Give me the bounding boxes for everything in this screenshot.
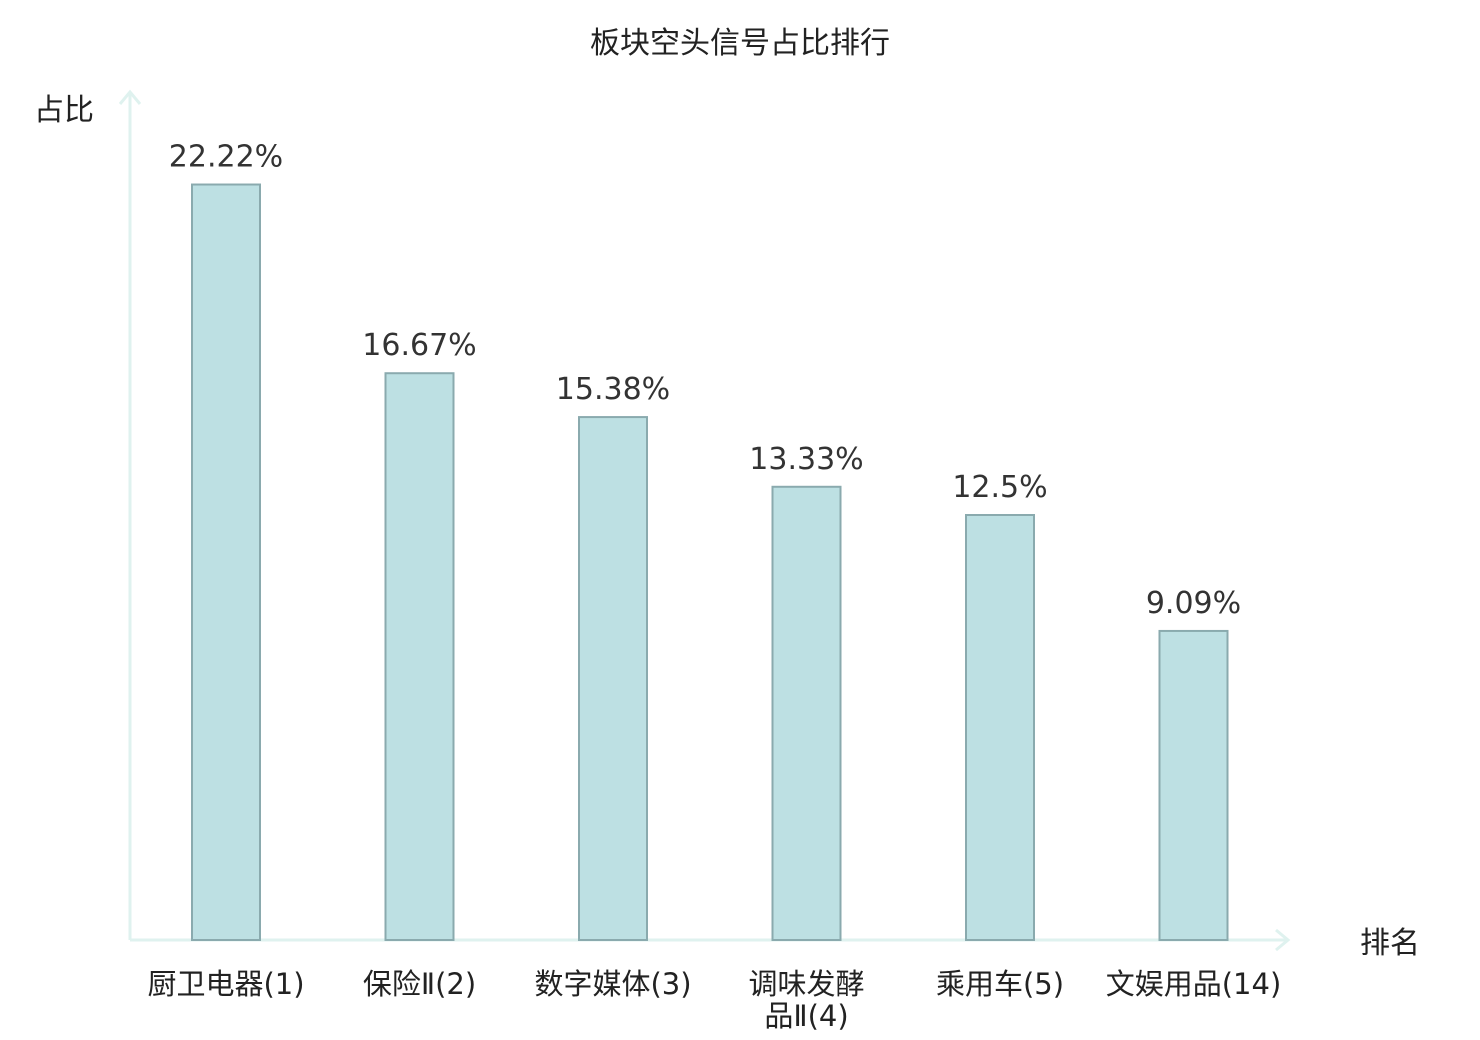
bar-value-label: 13.33% [749, 442, 863, 477]
y-axis [118, 89, 142, 940]
bar [384, 372, 455, 942]
bar-value-label: 9.09% [1146, 586, 1241, 621]
chart-title: 板块空头信号占比排行 [590, 26, 890, 61]
category-label: 数字媒体(3) [534, 967, 691, 1001]
bar [771, 485, 842, 941]
category-label: 文娱用品(14) [1106, 967, 1282, 1001]
bar-value-label: 16.67% [362, 328, 476, 363]
category-label: 厨卫电器(1) [147, 967, 304, 1001]
category-label: 乘用车(5) [936, 967, 1064, 1001]
x-axis [130, 928, 1291, 952]
y-axis-label: 占比 [34, 93, 94, 128]
x-axis-label: 排名 [1360, 926, 1420, 961]
bar-value-label: 15.38% [556, 372, 670, 407]
bar [1158, 629, 1229, 941]
bars-group [191, 183, 1229, 942]
bar [191, 183, 261, 941]
y-axis-arrow [118, 89, 142, 105]
value-labels-group: 22.22% 16.67% 15.38% 13.33% 12.5% 9.09% [169, 140, 1241, 621]
bar-value-label: 22.22% [169, 140, 283, 175]
category-label: 调味发酵 [748, 967, 864, 1001]
bar-value-label: 12.5% [952, 470, 1047, 505]
bar [965, 514, 1035, 941]
category-label: 品Ⅱ(4) [764, 999, 848, 1033]
category-label: 保险Ⅱ(2) [363, 967, 476, 1001]
x-axis-arrow [1275, 928, 1291, 952]
bar [578, 416, 648, 941]
